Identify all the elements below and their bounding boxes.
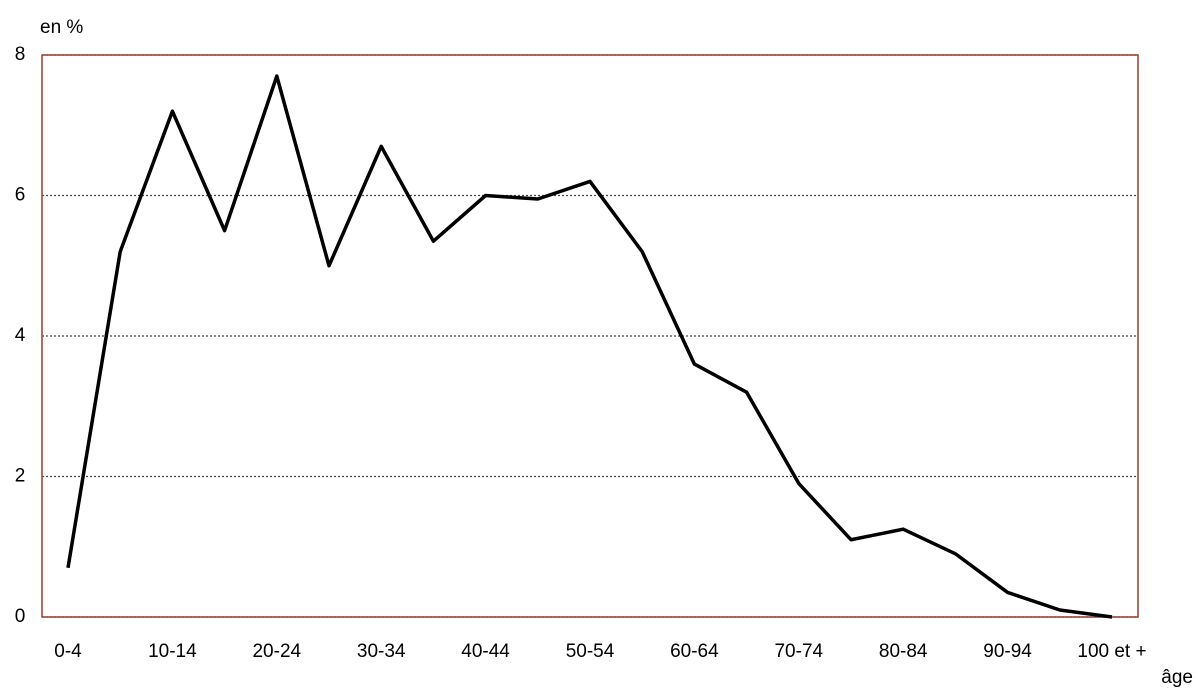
y-tick-label: 0: [15, 606, 26, 627]
plot-frame: [41, 54, 1139, 618]
y-tick-label: 6: [15, 185, 26, 206]
x-tick-label: 10-14: [148, 641, 197, 662]
y-tick-label: 4: [15, 325, 26, 346]
x-tick-label: 90-94: [983, 641, 1032, 662]
y-tick-label: 8: [15, 44, 26, 65]
x-tick-label: 70-74: [774, 641, 823, 662]
x-tick-label: 30-34: [357, 641, 406, 662]
x-tick-label: 40-44: [461, 641, 510, 662]
x-tick-label: 0-4: [54, 641, 82, 662]
data-line: [66, 74, 1113, 619]
x-tick-label: 100 et +: [1077, 641, 1146, 662]
y-axis-label: en %: [40, 17, 83, 38]
x-tick-label: 20-24: [252, 641, 301, 662]
x-tick-label: 80-84: [879, 641, 928, 662]
x-axis-label: âge: [1161, 667, 1193, 688]
x-tick-label: 60-64: [670, 641, 719, 662]
y-tick-label: 2: [15, 466, 26, 487]
x-tick-label: 50-54: [566, 641, 615, 662]
